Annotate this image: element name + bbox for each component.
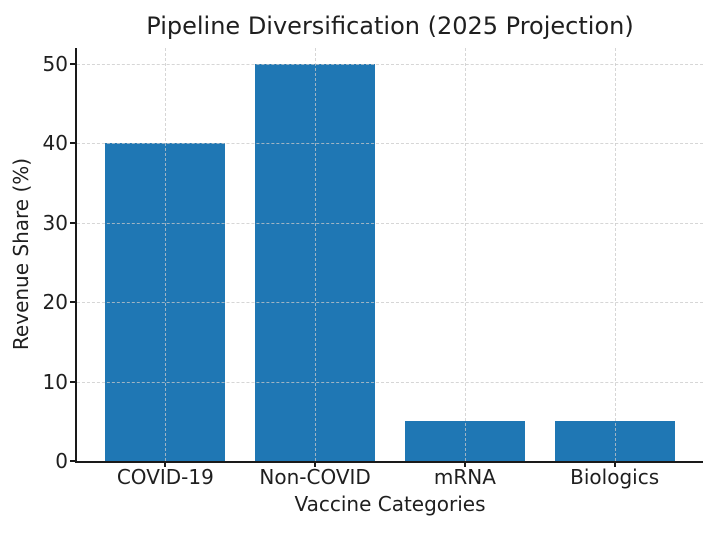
- plot-area: [75, 48, 703, 463]
- gridline-y-40: [77, 143, 703, 145]
- gridline-y-30: [77, 222, 703, 224]
- bar-mrna: [404, 421, 525, 461]
- y-tick-mark-30: [70, 221, 75, 224]
- y-tick-mark-10: [70, 380, 75, 383]
- x-tick-label-biologics: Biologics: [570, 465, 660, 489]
- chart-title: Pipeline Diversification (2025 Projectio…: [146, 12, 634, 40]
- y-tick-mark-0: [70, 460, 75, 462]
- bar-non-covid: [255, 63, 375, 461]
- x-tick-mark-biologics: [613, 462, 616, 467]
- y-tick-label-20: 20: [42, 290, 68, 315]
- x-tick-label-covid-19: COVID-19: [116, 465, 214, 489]
- y-tick-label-50: 50: [42, 51, 68, 76]
- x-tick-mark-covid-19: [164, 462, 167, 467]
- y-tick-mark-50: [70, 62, 75, 65]
- gridline-x-biologics: [614, 48, 616, 461]
- y-tick-label-10: 10: [42, 369, 68, 394]
- gridline-x-mrna: [464, 48, 466, 461]
- y-tick-label-0: 0: [55, 449, 68, 473]
- gridline-x-non-covid: [315, 48, 317, 461]
- y-tick-label-40: 40: [42, 131, 68, 156]
- x-axis-label: Vaccine Categories: [294, 492, 486, 516]
- x-axis-spine: [75, 461, 703, 463]
- x-tick-label-non-covid: Non-COVID: [259, 465, 371, 489]
- y-axis-label: Revenue Share (%): [9, 157, 33, 351]
- x-tick-mark-non-covid: [314, 462, 317, 467]
- y-tick-label-30: 30: [42, 210, 68, 235]
- gridline-y-50: [77, 63, 703, 65]
- y-tick-mark-40: [70, 142, 75, 145]
- y-axis-spine: [75, 48, 77, 463]
- x-tick-label-mrna: mRNA: [433, 465, 496, 489]
- gridline-x-covid-19: [165, 48, 167, 461]
- gridline-y-10: [77, 381, 703, 383]
- gridline-y-20: [77, 302, 703, 304]
- x-tick-mark-mrna: [463, 462, 466, 467]
- y-tick-mark-20: [70, 301, 75, 304]
- bar-biologics: [554, 421, 675, 461]
